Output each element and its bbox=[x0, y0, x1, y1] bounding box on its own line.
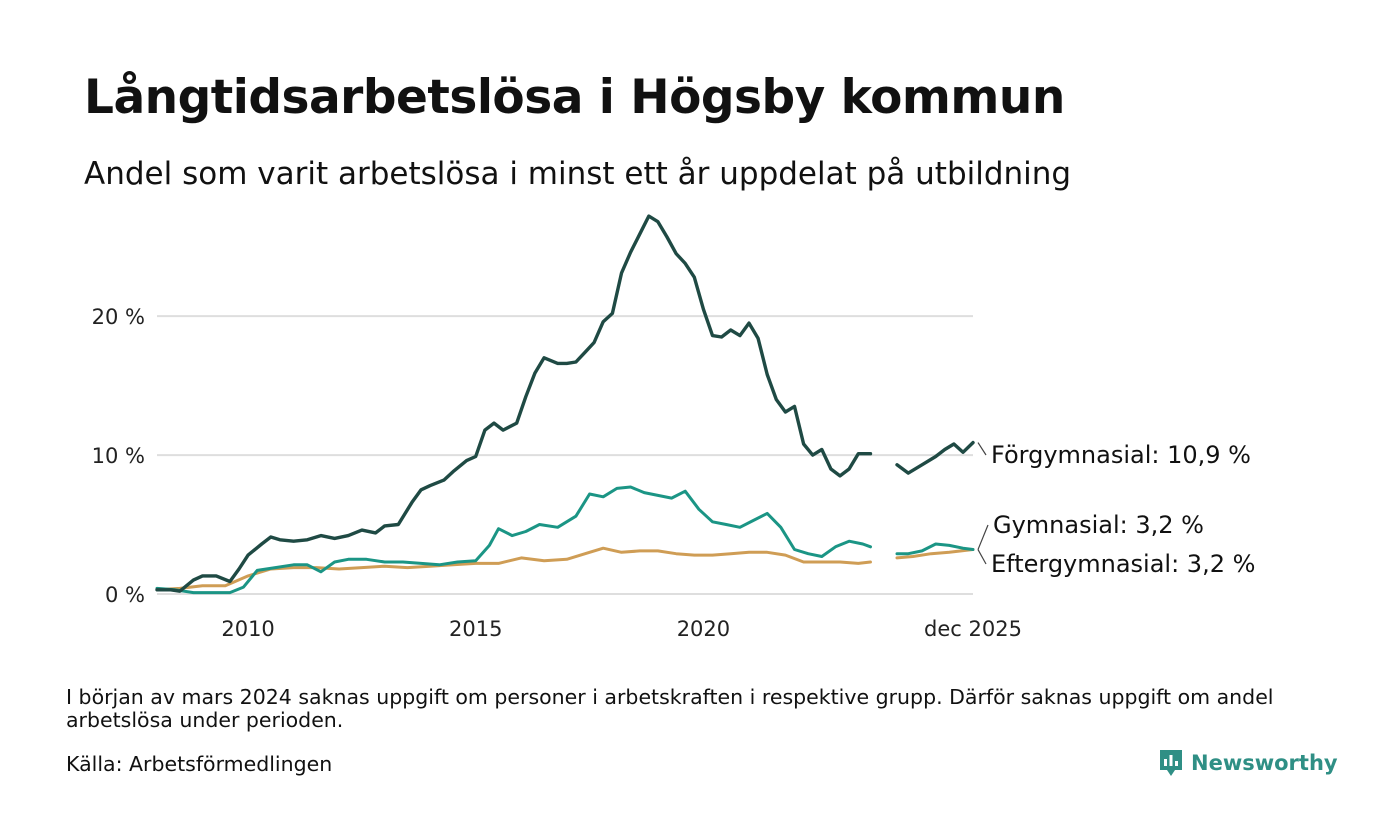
x-tick-label: dec 2025 bbox=[924, 617, 1022, 641]
label-leader-line bbox=[977, 442, 987, 456]
series-end-label-gymnasial: Gymnasial: 3,2 % bbox=[993, 511, 1204, 539]
series-end-label-förgymnasial: Förgymnasial: 10,9 % bbox=[991, 441, 1251, 469]
series-labels: Förgymnasial: 10,9 % Gymnasial: 3,2 % Efte… bbox=[977, 441, 1255, 578]
x-tick-label: 2020 bbox=[677, 617, 730, 641]
y-axis: 0 % 10 % 20 % bbox=[92, 305, 145, 607]
series-line-eftergymnasial bbox=[155, 546, 975, 592]
x-axis: 2010 2015 2020 dec 2025 bbox=[221, 617, 1022, 641]
y-tick-label: 10 % bbox=[92, 444, 145, 468]
series-line-förgymnasial bbox=[155, 214, 975, 593]
brand-name: Newsworthy bbox=[1191, 751, 1338, 775]
brand-logo: Newsworthy bbox=[1158, 748, 1338, 778]
y-tick-label: 20 % bbox=[92, 305, 145, 329]
series-end-label-eftergymnasial: Eftergymnasial: 3,2 % bbox=[991, 550, 1255, 578]
y-tick-label: 0 % bbox=[105, 583, 145, 607]
line-chart: 0 % 10 % 20 % 2010 2015 2020 dec 2025 Förgymn… bbox=[92, 214, 1255, 641]
label-leader-line bbox=[977, 524, 989, 550]
chart-title: Långtidsarbetslösa i Högsby kommun bbox=[84, 70, 1065, 125]
source-credit: Källa: Arbetsförmedlingen bbox=[66, 752, 333, 776]
x-tick-label: 2010 bbox=[221, 617, 274, 641]
label-leader-line bbox=[977, 549, 987, 565]
grid-lines bbox=[157, 315, 973, 595]
x-tick-label: 2015 bbox=[449, 617, 502, 641]
newsworthy-logo-icon bbox=[1160, 750, 1182, 776]
series-line-gymnasial bbox=[155, 485, 975, 595]
series-lines bbox=[155, 214, 975, 595]
chart-subtitle: Andel som varit arbetslösa i minst ett å… bbox=[84, 156, 1072, 192]
footnote: I början av mars 2024 saknas uppgift om … bbox=[66, 685, 1274, 732]
